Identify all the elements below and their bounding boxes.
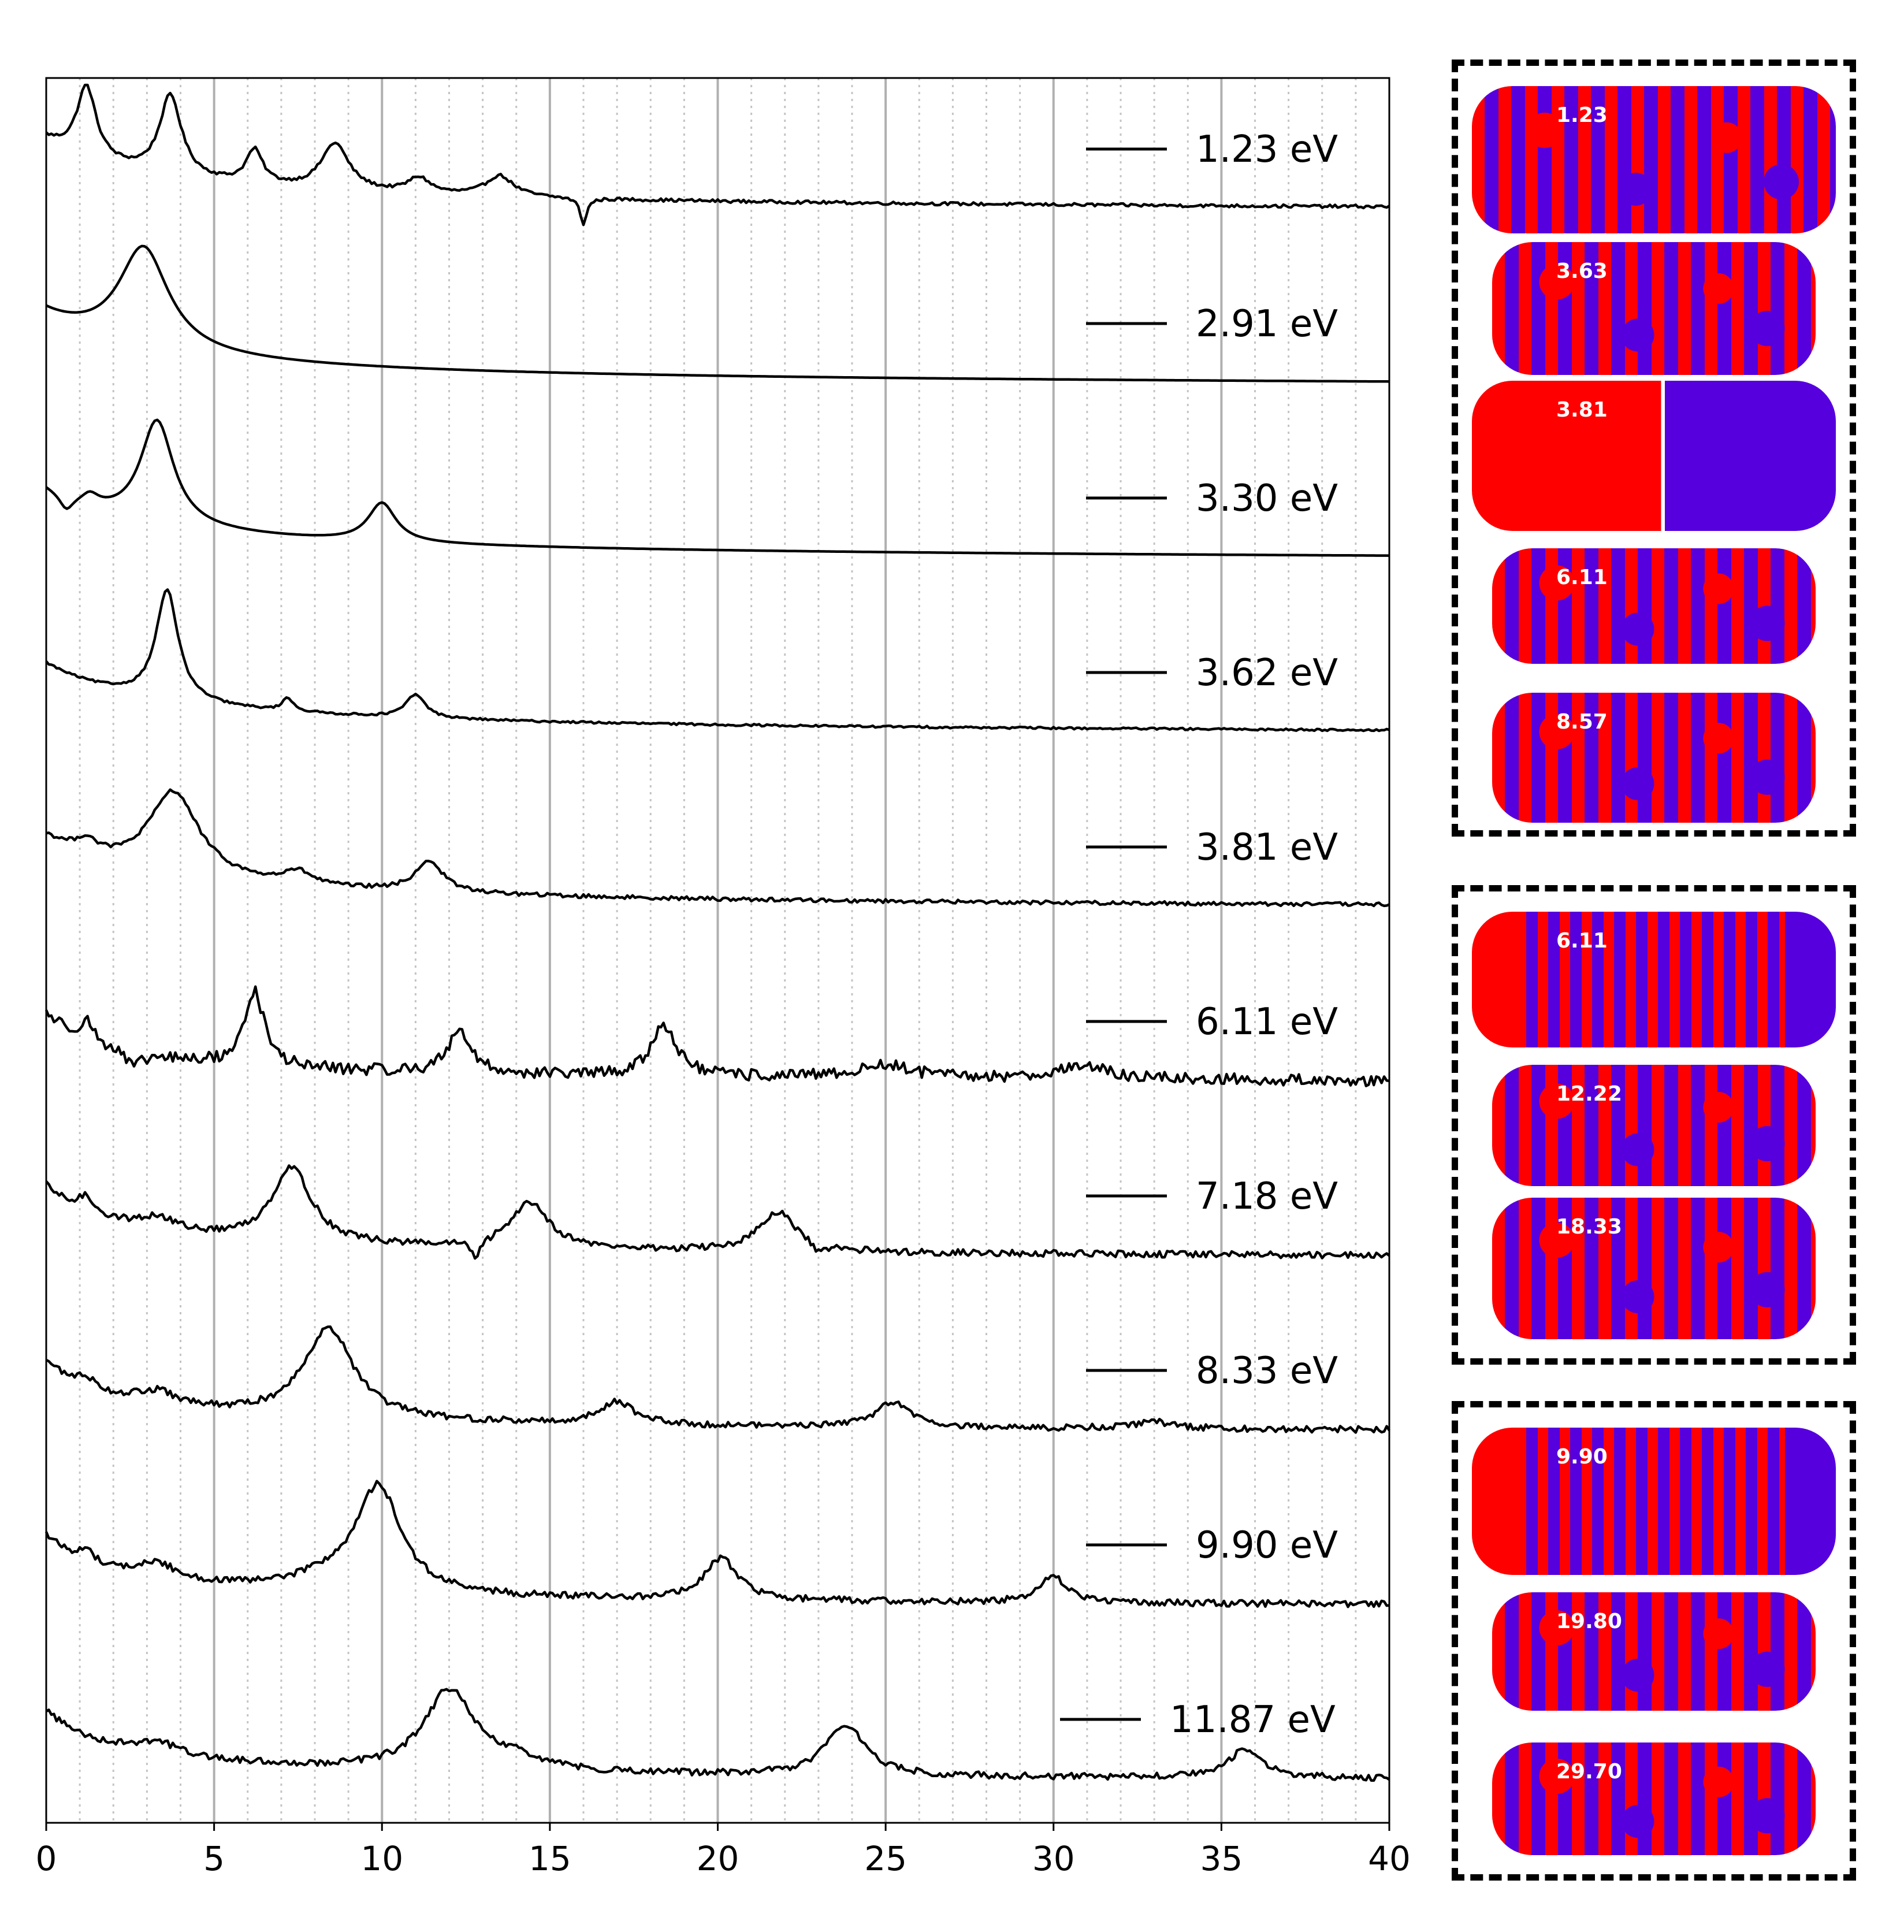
isosurface-image [1492,548,1816,664]
legend-label: 6.11 eV [1196,1001,1338,1043]
isosurface-energy-label: 29.70 [1556,1760,1622,1784]
isosurface-image [1492,1198,1816,1339]
legend-label: 7.18 eV [1196,1175,1338,1218]
trace-line [44,1480,1390,1608]
trace-line [45,83,1390,226]
legend: 1.23 eV 2.91 eV 3.30 eV 3.62 eV 3.81 eV 6.11 … [1060,128,1338,1741]
trace-line [44,985,1390,1087]
x-tick-label: 0 [36,1839,57,1878]
legend-label: 3.81 eV [1196,826,1338,869]
legend-label: 8.33 eV [1196,1350,1338,1392]
isosurface-energy-label: 3.63 [1556,259,1608,283]
isosurface-image [1472,86,1836,233]
isosurface-image [1472,1428,1836,1575]
legend-label: 11.87 eV [1170,1699,1336,1741]
isosurface-image [1492,1065,1816,1186]
x-tick-label: 15 [529,1839,571,1878]
legend-label: 3.62 eV [1196,652,1338,694]
legend-label: 2.91 eV [1196,303,1338,345]
isosurface-energy-label: 9.90 [1556,1445,1608,1469]
legend-label: 1.23 eV [1196,128,1338,171]
x-tick-label: 5 [203,1839,225,1878]
x-tick-label: 35 [1200,1839,1243,1878]
isosurface-energy-label: 18.33 [1556,1215,1622,1239]
trace-line [45,588,1390,733]
isosurface-energy-label: 6.11 [1556,566,1608,589]
trace-line [45,1325,1390,1434]
isosurface-image [1472,912,1836,1047]
trace-line [46,788,1390,908]
isosurface-image [1492,1742,1816,1855]
trace-line [45,418,1390,557]
isosurface-energy-label: 19.80 [1556,1610,1622,1633]
trace-line [46,244,1390,383]
isosurface-energy-label: 8.57 [1556,710,1608,734]
x-tick-label: 40 [1368,1839,1411,1878]
x-tick-label: 20 [697,1839,739,1878]
legend-label: 3.30 eV [1196,477,1338,520]
x-tick-label: 10 [360,1839,403,1878]
legend-label: 9.90 eV [1196,1524,1338,1567]
isosurface-image [1472,381,1836,531]
panel-bottom: 9.90 19.80 29.70 [1452,1401,1856,1881]
traces [44,83,1390,1782]
x-tick-label: 30 [1032,1839,1075,1878]
isosurface-energy-label: 6.11 [1556,929,1608,953]
trace-line [45,1164,1390,1260]
isosurface-energy-label: 3.81 [1556,398,1608,422]
isosurface-image [1492,242,1816,375]
trace-line [45,1688,1390,1782]
isosurface-energy-label: 12.22 [1556,1082,1622,1106]
x-tick-label: 25 [864,1839,907,1878]
isosurface-energy-label: 1.23 [1556,103,1608,127]
panel-top: 1.23 3.63 3.81 6.11 8.57 [1452,60,1856,837]
panel-middle: 6.11 12.22 18.33 [1452,885,1856,1365]
isosurface-image [1492,693,1816,823]
grid-lines [79,78,1357,1823]
isosurface-image [1492,1592,1816,1711]
x-axis-ticks: 0 5 10 15 20 25 30 35 40 [36,1823,1411,1878]
